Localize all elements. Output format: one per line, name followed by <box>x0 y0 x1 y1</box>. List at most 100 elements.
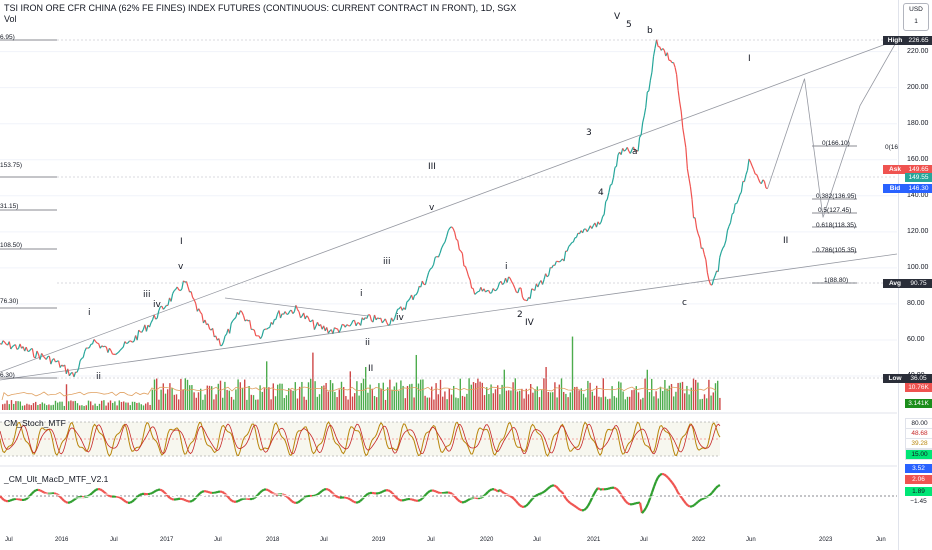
macd-indicator-label[interactable]: _CM_Ult_MacD_MTF_V2.1 <box>4 474 109 484</box>
price-segment <box>124 341 127 344</box>
wave-label: 3 <box>586 128 592 138</box>
price-segment <box>614 165 617 168</box>
macd-segment <box>463 500 467 504</box>
wave-label: I <box>180 237 183 247</box>
macd-segment <box>347 497 351 501</box>
volume-bar <box>28 404 30 410</box>
price-segment <box>309 320 312 323</box>
price-segment <box>436 255 439 258</box>
volume-bar <box>52 404 54 410</box>
left-fib-label: 6.95) <box>0 34 15 41</box>
time-tick: Jul <box>214 537 222 543</box>
price-tag-value: 149.65 <box>905 165 932 174</box>
volume-bar <box>648 392 651 410</box>
macd-segment <box>545 487 549 492</box>
price-segment <box>568 244 571 247</box>
volume-bar <box>508 390 510 410</box>
macd-segment <box>297 500 301 504</box>
price-segment <box>67 368 70 376</box>
price-segment <box>463 265 466 268</box>
volume-bar <box>129 405 131 410</box>
wave-label: 5 <box>626 20 632 30</box>
price-segment <box>292 311 295 315</box>
volume-bar <box>373 395 376 410</box>
price-segment <box>238 310 241 315</box>
volume-bar <box>637 392 640 410</box>
volume-bar <box>631 390 633 410</box>
volume-bar <box>349 371 351 410</box>
price-segment <box>451 226 454 229</box>
price-tick: 160.00 <box>907 155 929 163</box>
price-segment <box>253 329 257 336</box>
price-segment <box>156 310 160 319</box>
macd-segment <box>305 495 309 498</box>
volume-bar <box>131 401 134 410</box>
macd-segment <box>327 488 331 492</box>
stoch-k-line <box>0 421 721 457</box>
fib-level-label: 0.618(118.35) <box>816 222 856 229</box>
macd-segment <box>437 491 441 495</box>
volume-bar <box>494 389 497 410</box>
price-segment <box>78 360 81 369</box>
price-segment <box>348 324 351 327</box>
price-segment <box>10 346 13 350</box>
volume-bar <box>560 378 563 410</box>
volume-bar <box>156 378 158 410</box>
price-segment <box>68 373 72 377</box>
volume-bar <box>4 403 6 410</box>
price-segment <box>461 253 465 267</box>
price-segment <box>455 238 459 241</box>
macd-segment <box>455 497 459 501</box>
macd-segment <box>479 496 483 500</box>
volume-bar <box>186 379 189 410</box>
price-segment <box>420 280 423 288</box>
price-segment <box>512 284 516 289</box>
volume-bar <box>140 404 142 410</box>
volume-bar <box>123 401 125 410</box>
price-tag-label: Bid <box>883 184 907 193</box>
volume-bar <box>470 384 472 410</box>
price-segment <box>506 276 510 283</box>
price-segment <box>439 247 443 254</box>
currency-button[interactable]: USD 1 <box>903 3 929 31</box>
wave-label: v <box>178 262 184 272</box>
macd-segment <box>71 498 75 503</box>
price-segment <box>731 212 735 215</box>
macd-segment <box>663 473 667 477</box>
volume-bar <box>30 405 32 410</box>
macd-segment <box>427 490 431 494</box>
volume-bar <box>490 384 492 410</box>
volume-bar <box>552 392 554 410</box>
stoch-indicator-label[interactable]: CM_Stoch_MTF <box>4 418 66 428</box>
volume-bar <box>343 387 345 410</box>
volume-bar <box>103 400 105 410</box>
price-segment <box>452 228 456 233</box>
macd-segment <box>671 481 675 486</box>
volume-bar <box>615 397 618 410</box>
volume-bar <box>444 391 446 410</box>
macd-segment <box>29 492 33 497</box>
price-segment <box>244 319 247 322</box>
price-segment <box>620 148 624 155</box>
price-segment <box>326 327 329 334</box>
volume-bar <box>312 352 314 410</box>
wave-label: iii <box>143 290 151 300</box>
price-segment <box>204 319 208 325</box>
volume-bar <box>213 399 215 410</box>
volume-bar <box>332 383 334 410</box>
volume-bar <box>314 381 316 410</box>
price-segment <box>495 287 499 291</box>
wave-label: iv <box>396 313 404 323</box>
volume-bar <box>171 388 173 410</box>
price-segment <box>685 147 688 169</box>
price-segment <box>116 351 120 354</box>
price-segment <box>437 252 441 258</box>
price-segment <box>526 297 530 302</box>
volume-bar <box>710 395 712 410</box>
time-tick: Jul <box>110 537 118 543</box>
price-segment <box>509 278 513 282</box>
price-segment <box>233 317 237 320</box>
price-segment <box>338 329 342 333</box>
price-segment <box>88 344 92 348</box>
